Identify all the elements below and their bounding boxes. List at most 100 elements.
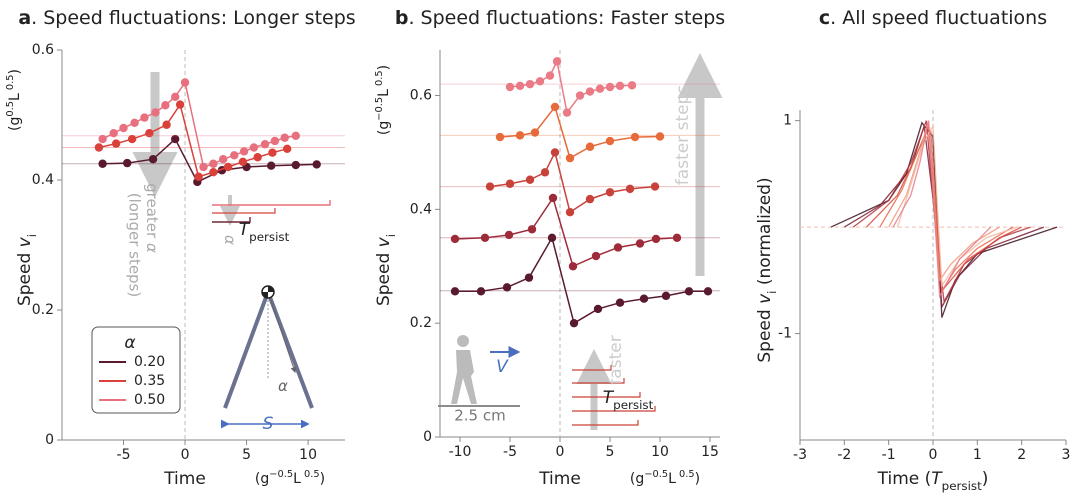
legend-label: 0.35 [134,373,165,389]
point [565,207,575,217]
annotation: faster [606,335,626,384]
point [480,233,490,243]
x-tick-label: -2 [837,447,851,463]
point [312,160,321,169]
y-axis-label: Speed vi [374,234,398,306]
point [199,162,208,172]
point [593,304,603,314]
y-tick-label: 0 [423,429,432,445]
point [651,234,661,244]
point [568,262,578,271]
walker [451,350,477,404]
point [575,91,585,100]
decorations-b [438,53,723,430]
x-tick-label: -5 [117,447,131,463]
point [615,81,625,91]
text-part: ) [320,471,325,487]
point [672,233,682,243]
text-part: ) [695,471,700,487]
point [547,233,557,243]
point [530,128,540,137]
point [625,184,635,194]
point [650,182,660,191]
annotation: Tpersist [239,220,290,244]
x-axis-label: Time (Tpersist) [877,469,989,493]
point [476,287,486,296]
title-text: . Speed fluctuations: Faster steps [408,7,725,29]
text-part: ) [7,69,23,74]
point [253,153,262,162]
point [535,77,545,86]
text-part: (g [376,121,392,135]
arrow [267,291,297,374]
point [515,131,525,140]
text-part: Time [163,469,206,489]
point [630,132,640,142]
x-tick-label: -5 [503,444,517,460]
point [684,287,694,296]
text-part: v [755,293,775,304]
text-part: i [25,234,39,237]
series-line [896,123,1018,288]
point [249,143,259,152]
point [194,172,203,181]
text-part: 0.5 [676,469,695,480]
point [145,129,154,138]
point [515,81,525,91]
hip [262,286,274,298]
x-tick-label: -1 [882,447,896,463]
point [565,153,575,163]
y-axis-label: Speed vi [15,234,39,306]
y-tick-label: 1 [783,113,792,129]
x-tick-label: 3 [1062,447,1071,463]
text-part: (g [255,471,269,487]
point [218,155,228,164]
series-line [454,196,678,268]
annotation: 2.5 cm [454,407,505,425]
point [270,136,280,146]
text-part: S [263,414,274,434]
text-part: 0.5 [374,70,385,89]
point [585,87,595,96]
point [127,134,137,144]
point [495,132,505,142]
legend-label: 0.20 [134,354,165,370]
point [450,287,460,296]
point [540,168,550,177]
text-part: (normalized) [755,177,775,290]
x-tick-label: 0 [929,447,938,463]
point [161,101,170,110]
text-part: Speed [15,247,35,306]
x-tick-label: 15 [701,444,719,460]
y-axis-unit: (g−0.5L 0.5) [374,65,393,135]
decorations-a [91,72,331,429]
text-part: L [7,93,23,101]
point [504,230,514,240]
point [291,160,300,170]
text-part: α [222,235,240,245]
y-tick-label: 0 [45,432,54,448]
point [562,108,572,117]
text-part: v [15,236,35,247]
point [615,298,625,307]
point [585,142,595,151]
point [525,175,535,184]
x-tick-label: 5 [242,447,251,463]
panel-letter: a [18,7,31,29]
text-part: 0.5 [301,469,320,480]
annotation: S [263,414,274,434]
point [605,136,615,146]
text-part: −0.5 [269,469,293,480]
text-part: α [144,243,162,253]
y-axis-label: Speed vi (normalized) [755,177,779,362]
title-text: . Speed fluctuations: Longer steps [31,7,356,29]
series-line [866,125,1022,293]
point [130,118,139,128]
point [140,113,149,122]
point [605,188,615,197]
text-part: i [765,291,779,294]
text-part: i [384,234,398,237]
text-part: T [239,220,251,240]
point [655,132,665,141]
text-part: persist [942,479,982,493]
